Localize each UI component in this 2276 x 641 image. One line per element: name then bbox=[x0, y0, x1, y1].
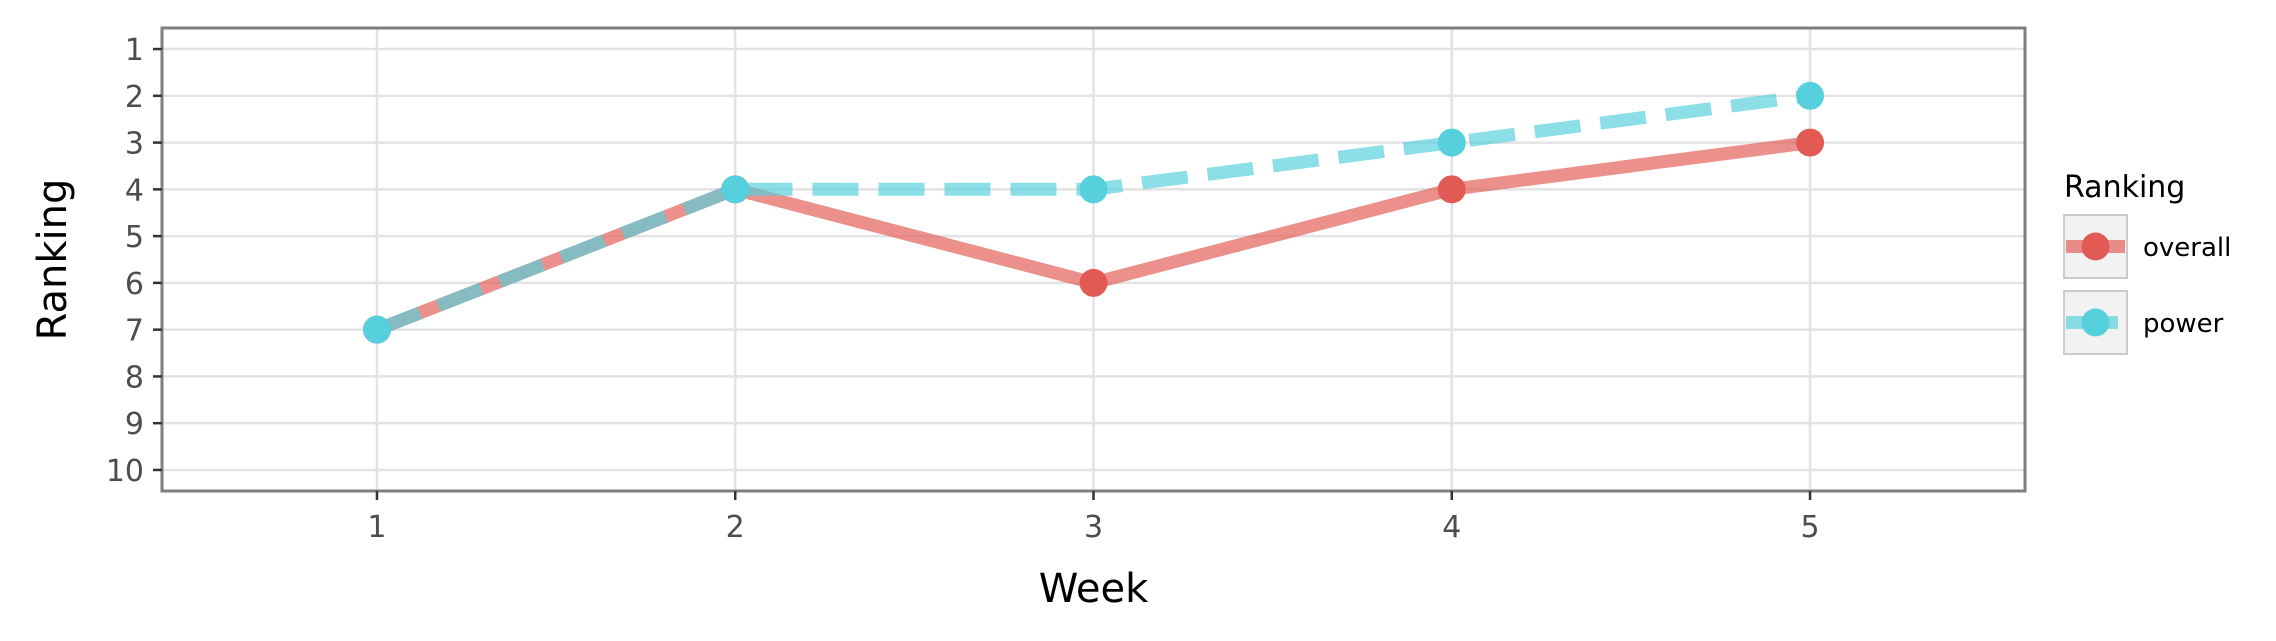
y-tick-label-4: 4 bbox=[125, 173, 144, 208]
legend-key-point-overall bbox=[2081, 232, 2110, 261]
legend-label-power: power bbox=[2143, 309, 2224, 339]
y-tick-label-6: 6 bbox=[125, 267, 144, 302]
point-power-week-2 bbox=[721, 175, 750, 204]
legend-label-overall: overall bbox=[2143, 233, 2231, 263]
point-power-week-3 bbox=[1079, 175, 1108, 204]
x-gridlines bbox=[375, 28, 1812, 491]
y-tick-label-9: 9 bbox=[125, 407, 144, 442]
x-axis-ticks: 1 2 3 4 5 bbox=[367, 491, 1820, 545]
y-tick-label-3: 3 bbox=[125, 127, 144, 162]
y-tick-label-1: 1 bbox=[125, 33, 144, 68]
legend-title: Ranking bbox=[2064, 170, 2185, 205]
point-overall-week-5 bbox=[1796, 128, 1825, 157]
legend-key-power bbox=[2063, 290, 2128, 355]
y-tick-label-7: 7 bbox=[125, 314, 144, 349]
y-tick-label-10: 10 bbox=[106, 454, 144, 489]
x-tick-label-4: 4 bbox=[1442, 510, 1461, 545]
x-tick-label-5: 5 bbox=[1800, 510, 1819, 545]
x-tick-label-3: 3 bbox=[1084, 510, 1103, 545]
series-points bbox=[362, 81, 1825, 344]
y-axis-ticks: 1 2 3 4 5 6 7 8 9 10 bbox=[106, 33, 162, 489]
point-power-week-1 bbox=[362, 315, 391, 344]
y-tick-label-5: 5 bbox=[125, 220, 144, 255]
legend-key-overall bbox=[2063, 214, 2128, 279]
y-tick-label-8: 8 bbox=[125, 360, 144, 395]
legend: Ranking overall power bbox=[2063, 170, 2231, 355]
point-power-week-5 bbox=[1796, 81, 1825, 110]
x-tick-label-1: 1 bbox=[367, 510, 386, 545]
point-overall-week-3 bbox=[1079, 268, 1108, 297]
y-tick-label-2: 2 bbox=[125, 80, 144, 115]
legend-key-point-power bbox=[2081, 308, 2110, 337]
y-axis-title: Ranking bbox=[30, 179, 76, 341]
x-tick-label-2: 2 bbox=[726, 510, 745, 545]
point-overall-week-4 bbox=[1437, 175, 1466, 204]
x-axis-title: Week bbox=[1039, 566, 1149, 612]
point-power-week-4 bbox=[1437, 128, 1466, 157]
